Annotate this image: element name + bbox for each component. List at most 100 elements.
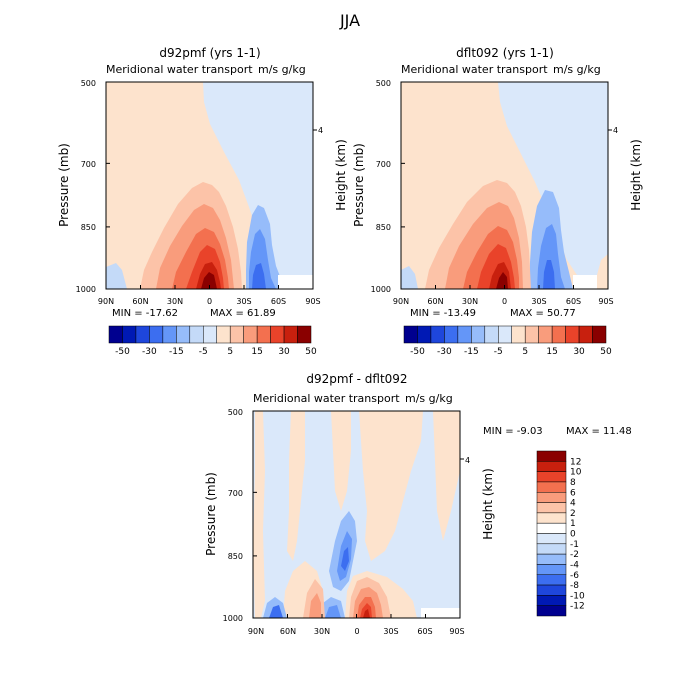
panel3-xaxis: 90N 60N 30N 0 30S 60S 90S (248, 627, 465, 636)
panel3-colorbar-label: -2 (570, 550, 579, 560)
panel2-red-6 (496, 272, 508, 289)
panel2-title: dflt092 (yrs 1-1) (456, 46, 554, 60)
panel3-colorbar-swatch (536, 450, 567, 462)
panel2-xtick: 90S (598, 297, 613, 306)
panel3-colorbar-label: 0 (570, 530, 576, 540)
panel1-xtick: 90N (98, 297, 114, 306)
figure-title: JJA (339, 11, 360, 30)
panel3-colorbar-label: 2 (570, 509, 576, 519)
panel2-xtick: 0 (502, 297, 507, 306)
panel3-colorbar-swatch (536, 533, 567, 545)
panel1-colorbar-label: 30 (278, 347, 290, 357)
panel3-colorbar-label: 8 (570, 478, 576, 488)
panel3-xtick: 60S (417, 627, 432, 636)
panel3-colorbar-swatch (536, 543, 567, 555)
panel3-ylabel-right: Height (km) (481, 468, 495, 539)
panel1-colorbar-label: -5 (199, 347, 208, 357)
panel3-ylabel: Pressure (mb) (204, 472, 218, 556)
panel1-colorbar-swatch (135, 325, 150, 344)
panel3-ytick: 700 (228, 489, 243, 498)
panel1-colorbar-swatch (229, 325, 244, 344)
panel3-xtick: 30S (383, 627, 398, 636)
panel3-red-lowband (363, 609, 370, 618)
panel3-colorbar-swatch (536, 522, 567, 534)
panel1-title: d92pmf (yrs 1-1) (159, 46, 260, 60)
panel1-colorbar-swatch (108, 325, 123, 344)
panel3-colorbar-label: -10 (570, 591, 585, 601)
panel3-red-lowband (309, 593, 321, 618)
panel3-colorbar-swatch (536, 461, 567, 472)
panel2-colorbar-swatch (578, 325, 593, 344)
panel3-blue-base (325, 605, 341, 618)
panel3-masked-area (421, 608, 460, 618)
panel3-max: MAX = 11.48 (566, 426, 632, 437)
panel3-red-streak (331, 411, 351, 511)
panel2-colorbar-swatch (592, 325, 607, 344)
panel1-plot (106, 82, 313, 289)
panel3-red-streak (433, 411, 460, 541)
panel2-colorbar-swatch (551, 325, 566, 344)
panel1-blue-left (106, 263, 127, 289)
panel1-max: MAX = 61.89 (210, 308, 276, 319)
panel3-colorbar-swatch (536, 595, 567, 606)
panel1-ytick: 500 (81, 79, 96, 88)
panel3-plot (253, 411, 460, 618)
panel3-title: d92pmf - dflt092 (306, 372, 407, 386)
panel1-xtick: 0 (207, 297, 212, 306)
panel2-colorbar-label: 30 (573, 347, 585, 357)
panel3-min: MIN = -9.03 (483, 426, 543, 437)
panel1-ytick: 850 (81, 223, 96, 232)
panel2-colorbar-label: -30 (437, 347, 452, 357)
panel1-ytick: 1000 (76, 285, 96, 294)
panel1-ytick: 700 (81, 160, 96, 169)
panel1-colorbar-label: 5 (227, 347, 233, 357)
panel1-xaxis: 90N 60N 30N 0 30S 60S 90S (98, 297, 321, 306)
panel2-blue-left (401, 266, 418, 289)
panel3-red-streak (287, 411, 305, 561)
panel1-colorbar-label: 15 (251, 347, 262, 357)
panel3-colorbar-label: 12 (570, 457, 581, 467)
panel1-masked-area (278, 275, 313, 289)
panel3-blue-base (269, 605, 283, 618)
panel2-colorbar-label: 15 (546, 347, 557, 357)
panel3-colorbar-swatch (536, 492, 567, 503)
panel2-blue-3 (543, 260, 555, 289)
panel2-colorbar-swatch (403, 325, 418, 344)
panel1-colorbar-label: -30 (142, 347, 157, 357)
panel2-xaxis: 90N 60N 30N 0 30S 60S 90S (393, 297, 614, 306)
panel2-blue-region (498, 82, 608, 275)
panel2-plot (401, 82, 608, 289)
panel2-colorbar-swatch (417, 325, 432, 344)
panel2-height-tick: 4 (613, 126, 618, 135)
panel2-colorbar-swatch (524, 325, 539, 344)
panel-dflt092: dflt092 (yrs 1-1) Meridional water trans… (352, 46, 643, 319)
panel2-xtick: 30N (462, 297, 478, 306)
panel3-units: m/s g/kg (405, 392, 453, 405)
panel2-colorbar-label: -50 (410, 347, 425, 357)
panel3-red-streak (359, 411, 423, 561)
panel1-ylabel-right: Height (km) (334, 139, 348, 210)
panel3-colorbar-label: -1 (570, 540, 579, 550)
panel2-ytick: 500 (376, 79, 391, 88)
panel3-colorbar-label: 4 (570, 499, 576, 509)
panel1-colorbar: -50 -30 -15 -5 5 15 30 50 (108, 325, 317, 357)
panel2-colorbar-swatch (538, 325, 553, 344)
panel2-min: MIN = -13.49 (410, 308, 476, 319)
panel1-colorbar-swatch (256, 325, 271, 344)
panel2-colorbar-label: 5 (522, 347, 528, 357)
panel2-ytick: 850 (376, 223, 391, 232)
panel3-subtitle: Meridional water transport (253, 392, 400, 405)
panel3-ytick: 850 (228, 552, 243, 561)
panel2-yaxis: 500 700 850 1000 4 (371, 79, 618, 294)
panel3-colorbar-swatch (536, 512, 567, 524)
panel3-colorbar-swatch (536, 574, 567, 586)
panel2-ylabel-right: Height (km) (629, 139, 643, 210)
panel3-yaxis: 500 700 850 1000 4 (223, 408, 470, 623)
panel3-colorbar-swatch (536, 481, 567, 493)
panel3-colorbar-label: 6 (570, 488, 576, 498)
panel2-subtitle: Meridional water transport (401, 63, 548, 76)
panel3-ytick: 500 (228, 408, 243, 417)
panel1-xtick: 60N (132, 297, 148, 306)
panel2-ytick: 1000 (371, 285, 391, 294)
